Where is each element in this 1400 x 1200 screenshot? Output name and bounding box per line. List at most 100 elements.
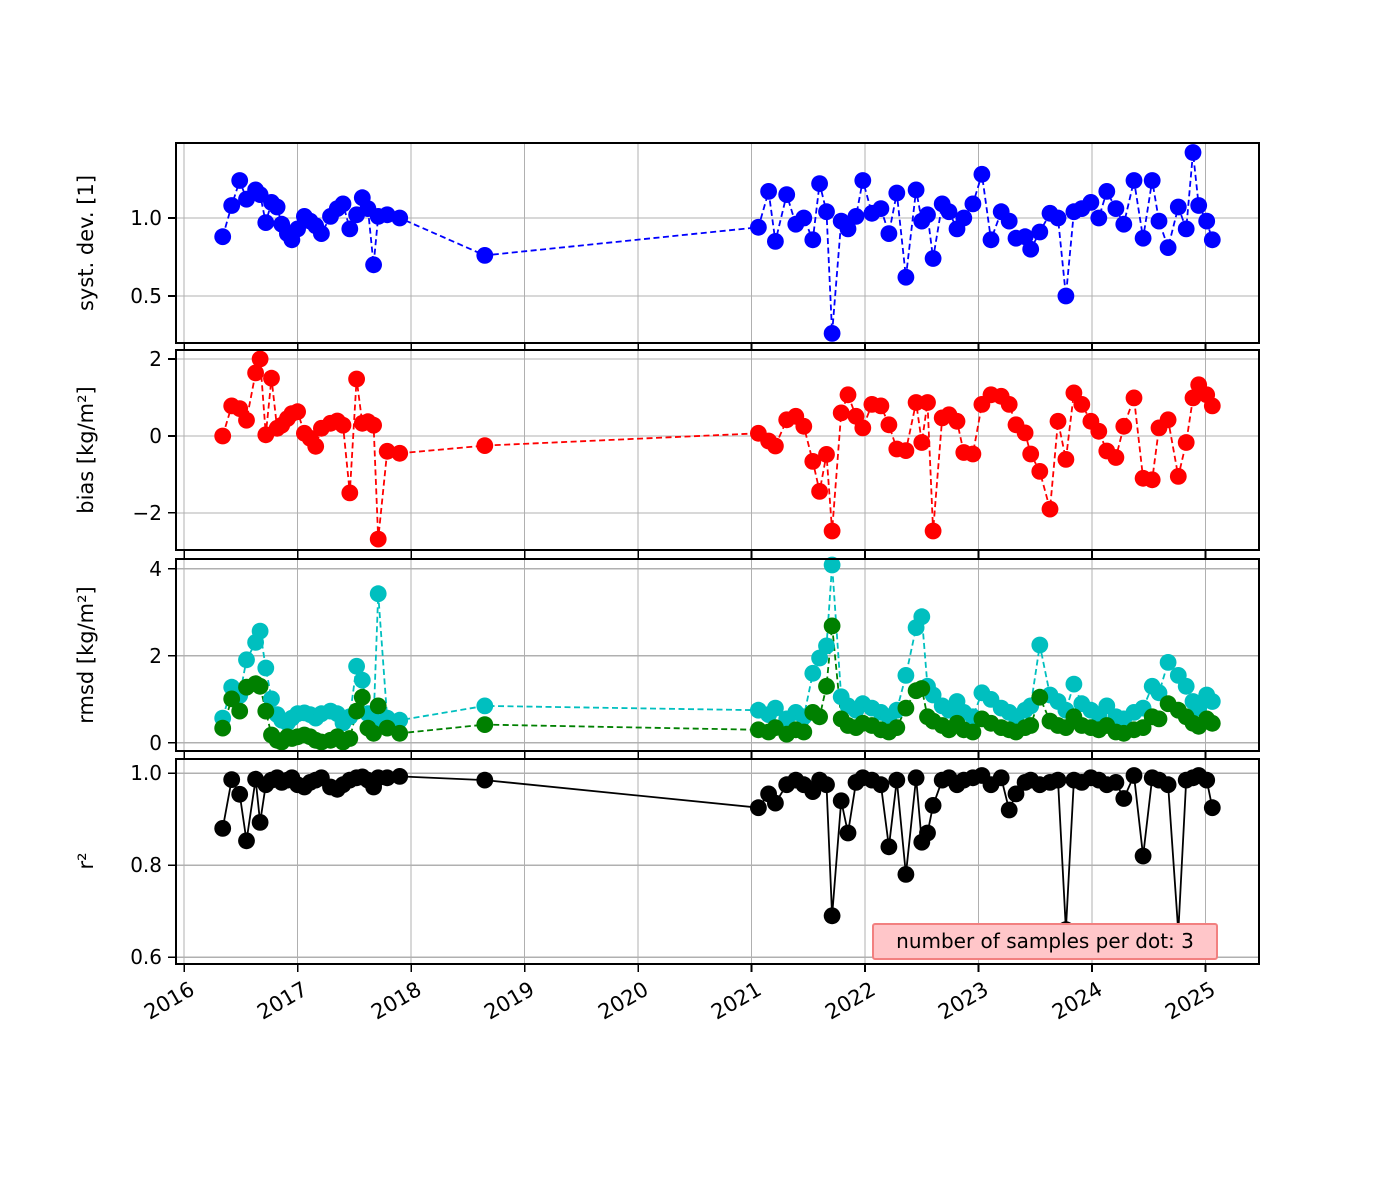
bias-point: [880, 416, 898, 434]
bias-point: [919, 394, 936, 411]
bias-point: [247, 364, 264, 382]
rmsd-cyan-point: [1203, 693, 1221, 710]
r2-point: [231, 785, 249, 803]
bias-point: [263, 369, 280, 387]
bias-point: [214, 427, 232, 445]
bias-point: [1169, 468, 1187, 485]
syst-dev-point: [1115, 215, 1133, 233]
syst-dev-point: [760, 183, 777, 200]
y-tick-label: 2: [149, 644, 162, 668]
rmsd-cyan-point: [476, 697, 494, 715]
bias-point: [823, 522, 841, 540]
rmsd-green-point: [1150, 710, 1168, 728]
syst-dev-point: [365, 256, 382, 274]
r2-point: [1115, 790, 1133, 807]
rmsd-cyan-point: [353, 671, 371, 689]
rmsd-cyan-point: [818, 637, 835, 655]
syst-dev-point: [1107, 200, 1125, 217]
rmsd-green-point: [811, 708, 828, 726]
syst-dev-point: [888, 184, 906, 202]
rmsd-green-point: [251, 677, 269, 695]
syst-dev-point: [839, 220, 857, 238]
axes-spine: [174, 348, 1260, 551]
y-tick-label: 0: [149, 731, 162, 755]
syst-dev-point: [940, 203, 958, 221]
syst-dev-point: [1057, 287, 1075, 305]
syst-dev-point: [778, 186, 796, 203]
syst-dev-point: [1000, 212, 1018, 230]
bias-point: [251, 350, 269, 368]
syst-dev-point: [391, 209, 409, 227]
rmsd-cyan-point: [257, 659, 275, 677]
syst-dev-point: [897, 268, 915, 286]
rmsd-cyan-point: [1177, 677, 1195, 695]
syst-dev-point: [313, 225, 330, 242]
axes-spine: [174, 757, 1260, 965]
r2-point: [907, 769, 925, 787]
syst-dev-point: [907, 181, 925, 199]
rmsd-cyan-point: [913, 608, 931, 626]
rmsd-cyan-point: [823, 556, 841, 574]
syst-dev-point: [811, 175, 828, 192]
bias-point: [1049, 412, 1067, 430]
syst-dev-point: [1190, 197, 1208, 214]
syst-dev-point: [1082, 194, 1100, 211]
rmsd-cyan-point: [897, 667, 915, 684]
rmsd-green-point: [913, 680, 931, 697]
rmsd-green-point: [353, 688, 371, 706]
r2-point: [391, 768, 409, 785]
bias-point: [1177, 434, 1195, 451]
rmsd-green-point: [341, 730, 359, 747]
syst-dev-point: [1203, 231, 1221, 249]
bias-point: [1073, 396, 1091, 413]
bias-point: [334, 416, 352, 434]
x-tick-label: 2016: [139, 977, 199, 1025]
syst-dev-point: [1031, 223, 1049, 241]
syst-dev-point: [334, 195, 352, 213]
rmsd-cyan-point: [251, 622, 269, 640]
rmsd-green-point: [257, 702, 275, 720]
rmsd-cyan-point: [1031, 636, 1049, 654]
ylabel-syst-dev: syst. dev. [1]: [74, 174, 98, 312]
r2-point: [223, 771, 241, 788]
bias-point: [307, 437, 325, 455]
r2-point: [1049, 771, 1067, 789]
bias-point: [369, 530, 387, 548]
r2-point: [1134, 847, 1152, 865]
rmsd-green-point: [369, 697, 387, 715]
bias-point: [795, 417, 813, 435]
y-tick-label: 1.0: [130, 761, 162, 785]
rmsd-green-point: [348, 702, 365, 720]
rmsd-green-point: [231, 702, 249, 720]
syst-dev-point: [919, 206, 936, 224]
y-tick-label: −2: [133, 501, 162, 525]
ylabel-bias: bias [kg/m²]: [74, 386, 98, 514]
syst-dev-point: [973, 165, 991, 183]
panel-rmsd: 0 2 4: [149, 556, 1260, 759]
bias-point: [872, 397, 890, 415]
bias-point: [476, 437, 494, 454]
r2-point: [823, 907, 841, 925]
syst-dev-point: [1090, 209, 1108, 227]
syst-dev-point: [1159, 239, 1177, 256]
r2-point: [476, 771, 494, 789]
r2-point: [888, 771, 906, 789]
r2-point: [832, 792, 850, 810]
bias-point: [1159, 411, 1177, 429]
bias-point: [839, 386, 857, 404]
syst-dev-point: [1177, 220, 1195, 238]
y-tick-label: 0.8: [130, 853, 162, 877]
r2-point: [1198, 771, 1216, 789]
r2-point: [897, 866, 915, 883]
x-tick-label: 2022: [820, 977, 880, 1025]
bias-point: [924, 522, 942, 540]
x-tick-label: 2020: [593, 977, 653, 1025]
r2-point: [1000, 801, 1018, 819]
bias-point: [1184, 389, 1202, 407]
r2-point: [378, 769, 396, 787]
r2-point: [767, 794, 784, 812]
bias-point: [238, 411, 255, 429]
r2-point: [251, 814, 269, 831]
x-tick-label: 2019: [480, 977, 539, 1025]
